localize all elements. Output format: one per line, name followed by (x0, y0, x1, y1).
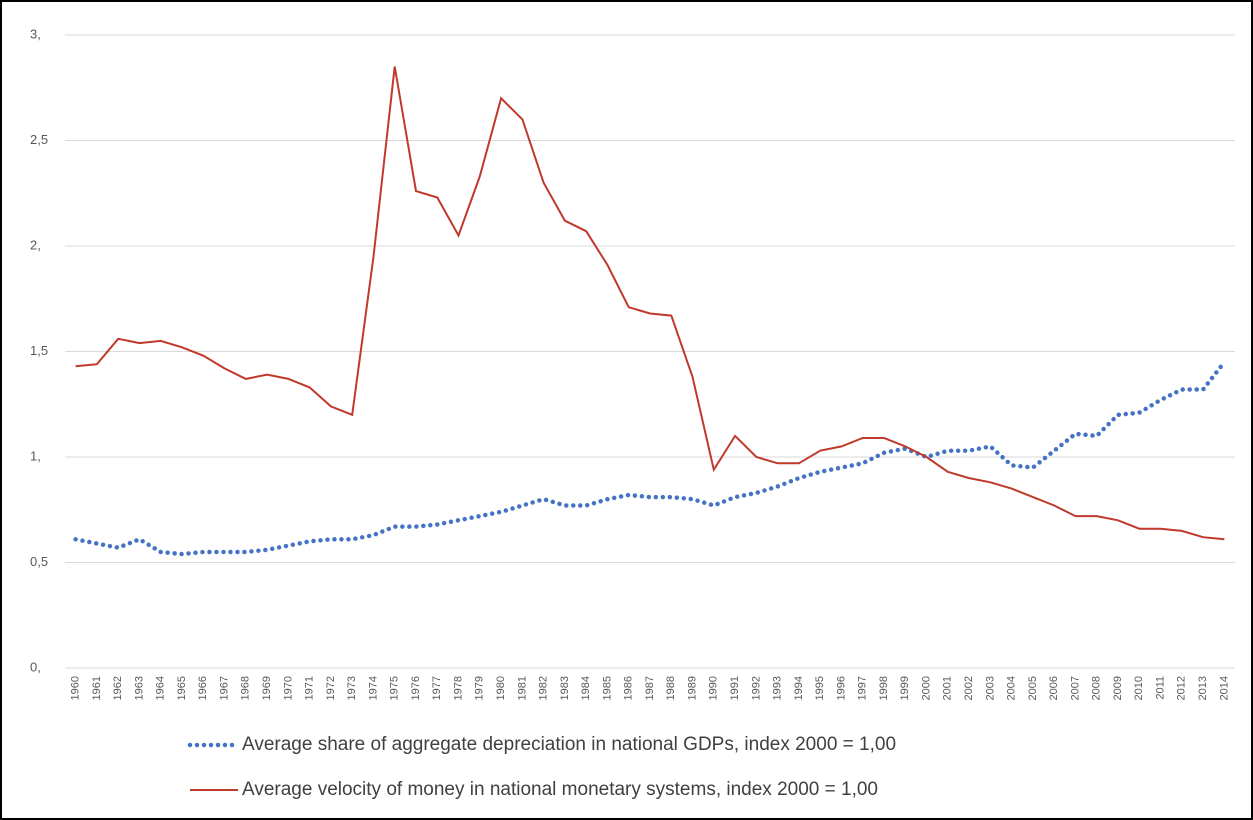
x-tick-label: 1975 (389, 676, 401, 700)
x-tick-label: 1970 (282, 676, 294, 700)
x-tick-label: 1978 (452, 676, 464, 700)
x-tick-label: 2006 (1048, 676, 1060, 700)
x-tick-label: 1961 (91, 676, 103, 700)
x-tick-label: 1997 (857, 676, 869, 700)
x-tick-label: 2008 (1091, 676, 1103, 700)
x-tick-label: 1974 (367, 676, 379, 700)
x-tick-label: 1991 (729, 676, 741, 700)
x-tick-label: 1973 (346, 676, 358, 700)
x-tick-label: 2001 (942, 676, 954, 700)
x-tick-label: 1998 (878, 676, 890, 700)
x-tick-label: 1990 (708, 676, 720, 700)
x-tick-label: 1988 (665, 676, 677, 700)
x-tick-label: 2007 (1069, 676, 1081, 700)
legend-label: Average velocity of money in national mo… (242, 779, 878, 800)
y-tick-label: 2, (30, 237, 41, 252)
x-tick-label: 2004 (1006, 676, 1018, 700)
x-tick-label: 1992 (750, 676, 762, 700)
legend-label: Average share of aggregate depreciation … (242, 734, 896, 755)
x-tick-label: 1984 (580, 676, 592, 700)
x-tick-label: 2000 (920, 676, 932, 700)
x-tick-label: 1994 (793, 676, 805, 700)
x-tick-label: 1981 (516, 676, 528, 700)
x-tick-label: 2014 (1218, 676, 1230, 700)
x-tick-label: 2009 (1112, 676, 1124, 700)
x-tick-label: 1993 (772, 676, 784, 700)
y-tick-label: 0,5 (30, 554, 48, 569)
x-tick-label: 1995 (814, 676, 826, 700)
series-line (73, 359, 1227, 557)
x-tick-label: 2010 (1133, 676, 1145, 700)
x-tick-label: 2003 (984, 676, 996, 700)
y-tick-label: 1,5 (30, 343, 48, 358)
x-tick-label: 1971 (304, 676, 316, 700)
x-tick-label: 1963 (133, 676, 145, 700)
y-tick-label: 0, (30, 659, 41, 674)
x-tick-label: 1960 (70, 676, 82, 700)
x-tick-label: 1985 (601, 676, 613, 700)
x-tick-label: 1999 (899, 676, 911, 700)
x-tick-label: 1996 (835, 676, 847, 700)
x-tick-label: 1980 (495, 676, 507, 700)
x-tick-label: 1968 (240, 676, 252, 700)
x-tick-label: 1986 (623, 676, 635, 700)
x-tick-label: 2013 (1197, 676, 1209, 700)
x-tick-label: 1964 (155, 676, 167, 700)
x-tick-label: 2011 (1154, 676, 1166, 700)
y-tick-label: 1, (30, 448, 41, 463)
x-tick-label: 1972 (325, 676, 337, 700)
x-tick-label: 2012 (1176, 676, 1188, 700)
x-tick-label: 1967 (218, 676, 230, 700)
x-tick-label: 1969 (261, 676, 273, 700)
x-tick-label: 2005 (1027, 676, 1039, 700)
x-tick-label: 1976 (410, 676, 422, 700)
y-tick-label: 3, (30, 26, 41, 41)
x-tick-label: 2002 (963, 676, 975, 700)
x-tick-label: 1982 (538, 676, 550, 700)
x-tick-label: 1962 (112, 676, 124, 700)
x-tick-label: 1979 (474, 676, 486, 700)
series-line (75, 66, 1225, 541)
x-tick-label: 1966 (197, 676, 209, 700)
x-tick-label: 1983 (559, 676, 571, 700)
x-tick-label: 1965 (176, 676, 188, 700)
x-tick-label: 1987 (644, 676, 656, 700)
x-tick-label: 1989 (686, 676, 698, 700)
x-tick-label: 1977 (431, 676, 443, 700)
y-tick-label: 2,5 (30, 132, 48, 147)
